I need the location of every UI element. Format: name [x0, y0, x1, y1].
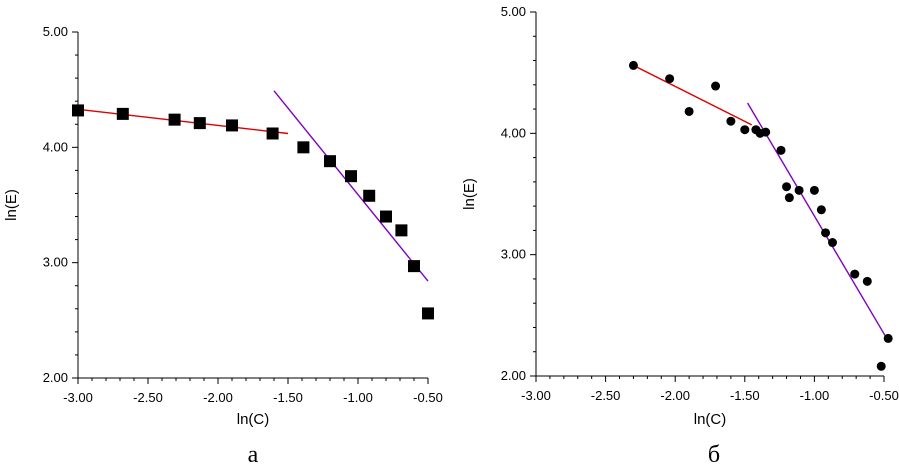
y-tick-label: 2.00 [501, 368, 526, 383]
data-point [740, 125, 750, 135]
data-point [297, 141, 310, 154]
data-point [395, 224, 408, 237]
x-tick-label: -2.00 [660, 388, 690, 403]
data-point [711, 81, 721, 91]
data-point [876, 361, 886, 371]
data-point [168, 113, 181, 126]
y-tick-label: 2.00 [43, 370, 68, 385]
data-point [193, 117, 206, 130]
data-point [821, 228, 831, 238]
data-point [324, 155, 336, 168]
panel-label: б [708, 442, 720, 467]
data-point [665, 74, 675, 84]
y-tick-label: 5.00 [501, 4, 526, 19]
x-axis-label: ln(C) [694, 411, 727, 428]
y-tick-label: 3.00 [501, 247, 526, 262]
fit-line-red [77, 108, 289, 135]
x-tick-label: -3.00 [521, 388, 551, 403]
y-axis-label: ln(E) [461, 178, 478, 210]
data-point [363, 189, 376, 202]
panel-label: а [248, 442, 259, 467]
data-point [794, 185, 804, 195]
data-point [809, 185, 819, 195]
data-point [784, 193, 794, 203]
x-axis-label: ln(C) [237, 411, 270, 428]
data-point [862, 276, 872, 286]
data-point [883, 333, 893, 343]
y-axis-label: ln(E) [3, 189, 20, 221]
x-tick-label: -1.00 [343, 390, 373, 405]
data-point [380, 210, 392, 223]
data-point [782, 182, 792, 192]
data-point [684, 106, 694, 116]
x-tick-label: -1.00 [800, 388, 830, 403]
data-point [827, 238, 837, 248]
data-point [628, 60, 638, 70]
x-tick-label: -2.50 [133, 390, 163, 405]
data-point [726, 116, 736, 126]
y-tick-label: 5.00 [43, 24, 68, 39]
fit-line-purple [273, 90, 429, 282]
y-tick-label: 4.00 [501, 125, 526, 140]
data-point [776, 145, 786, 155]
x-tick-label: -1.50 [273, 390, 303, 405]
fit-line-red [633, 64, 753, 126]
data-point [422, 307, 434, 320]
data-point [761, 127, 771, 137]
data-point [850, 269, 860, 279]
data-point [266, 127, 279, 140]
x-tick-label: -0.50 [413, 390, 443, 405]
chart-panel-2: -3.00 -2.50 -2.00 -1.50 -1.00 -0.50 2.00 3.00 4.… [461, 4, 899, 467]
x-tick-label: -2.00 [203, 390, 233, 405]
data-point [408, 260, 420, 273]
x-tick-label: -2.50 [591, 388, 621, 403]
data-point [226, 119, 238, 132]
x-tick-label: -1.50 [730, 388, 760, 403]
data-point [116, 107, 129, 120]
y-tick-label: 3.00 [43, 255, 68, 270]
y-tick-label: 4.00 [43, 139, 68, 154]
data-point [72, 104, 84, 117]
x-tick-label: -3.00 [63, 390, 93, 405]
fit-line-purple [746, 102, 889, 342]
data-point [345, 170, 357, 183]
x-tick-label: -0.50 [869, 388, 899, 403]
data-point [816, 205, 826, 215]
chart-panel-1: -3.00 -2.50 -2.00 -1.50 -1.00 -0.50 2.00 3.00 4.… [3, 24, 443, 467]
